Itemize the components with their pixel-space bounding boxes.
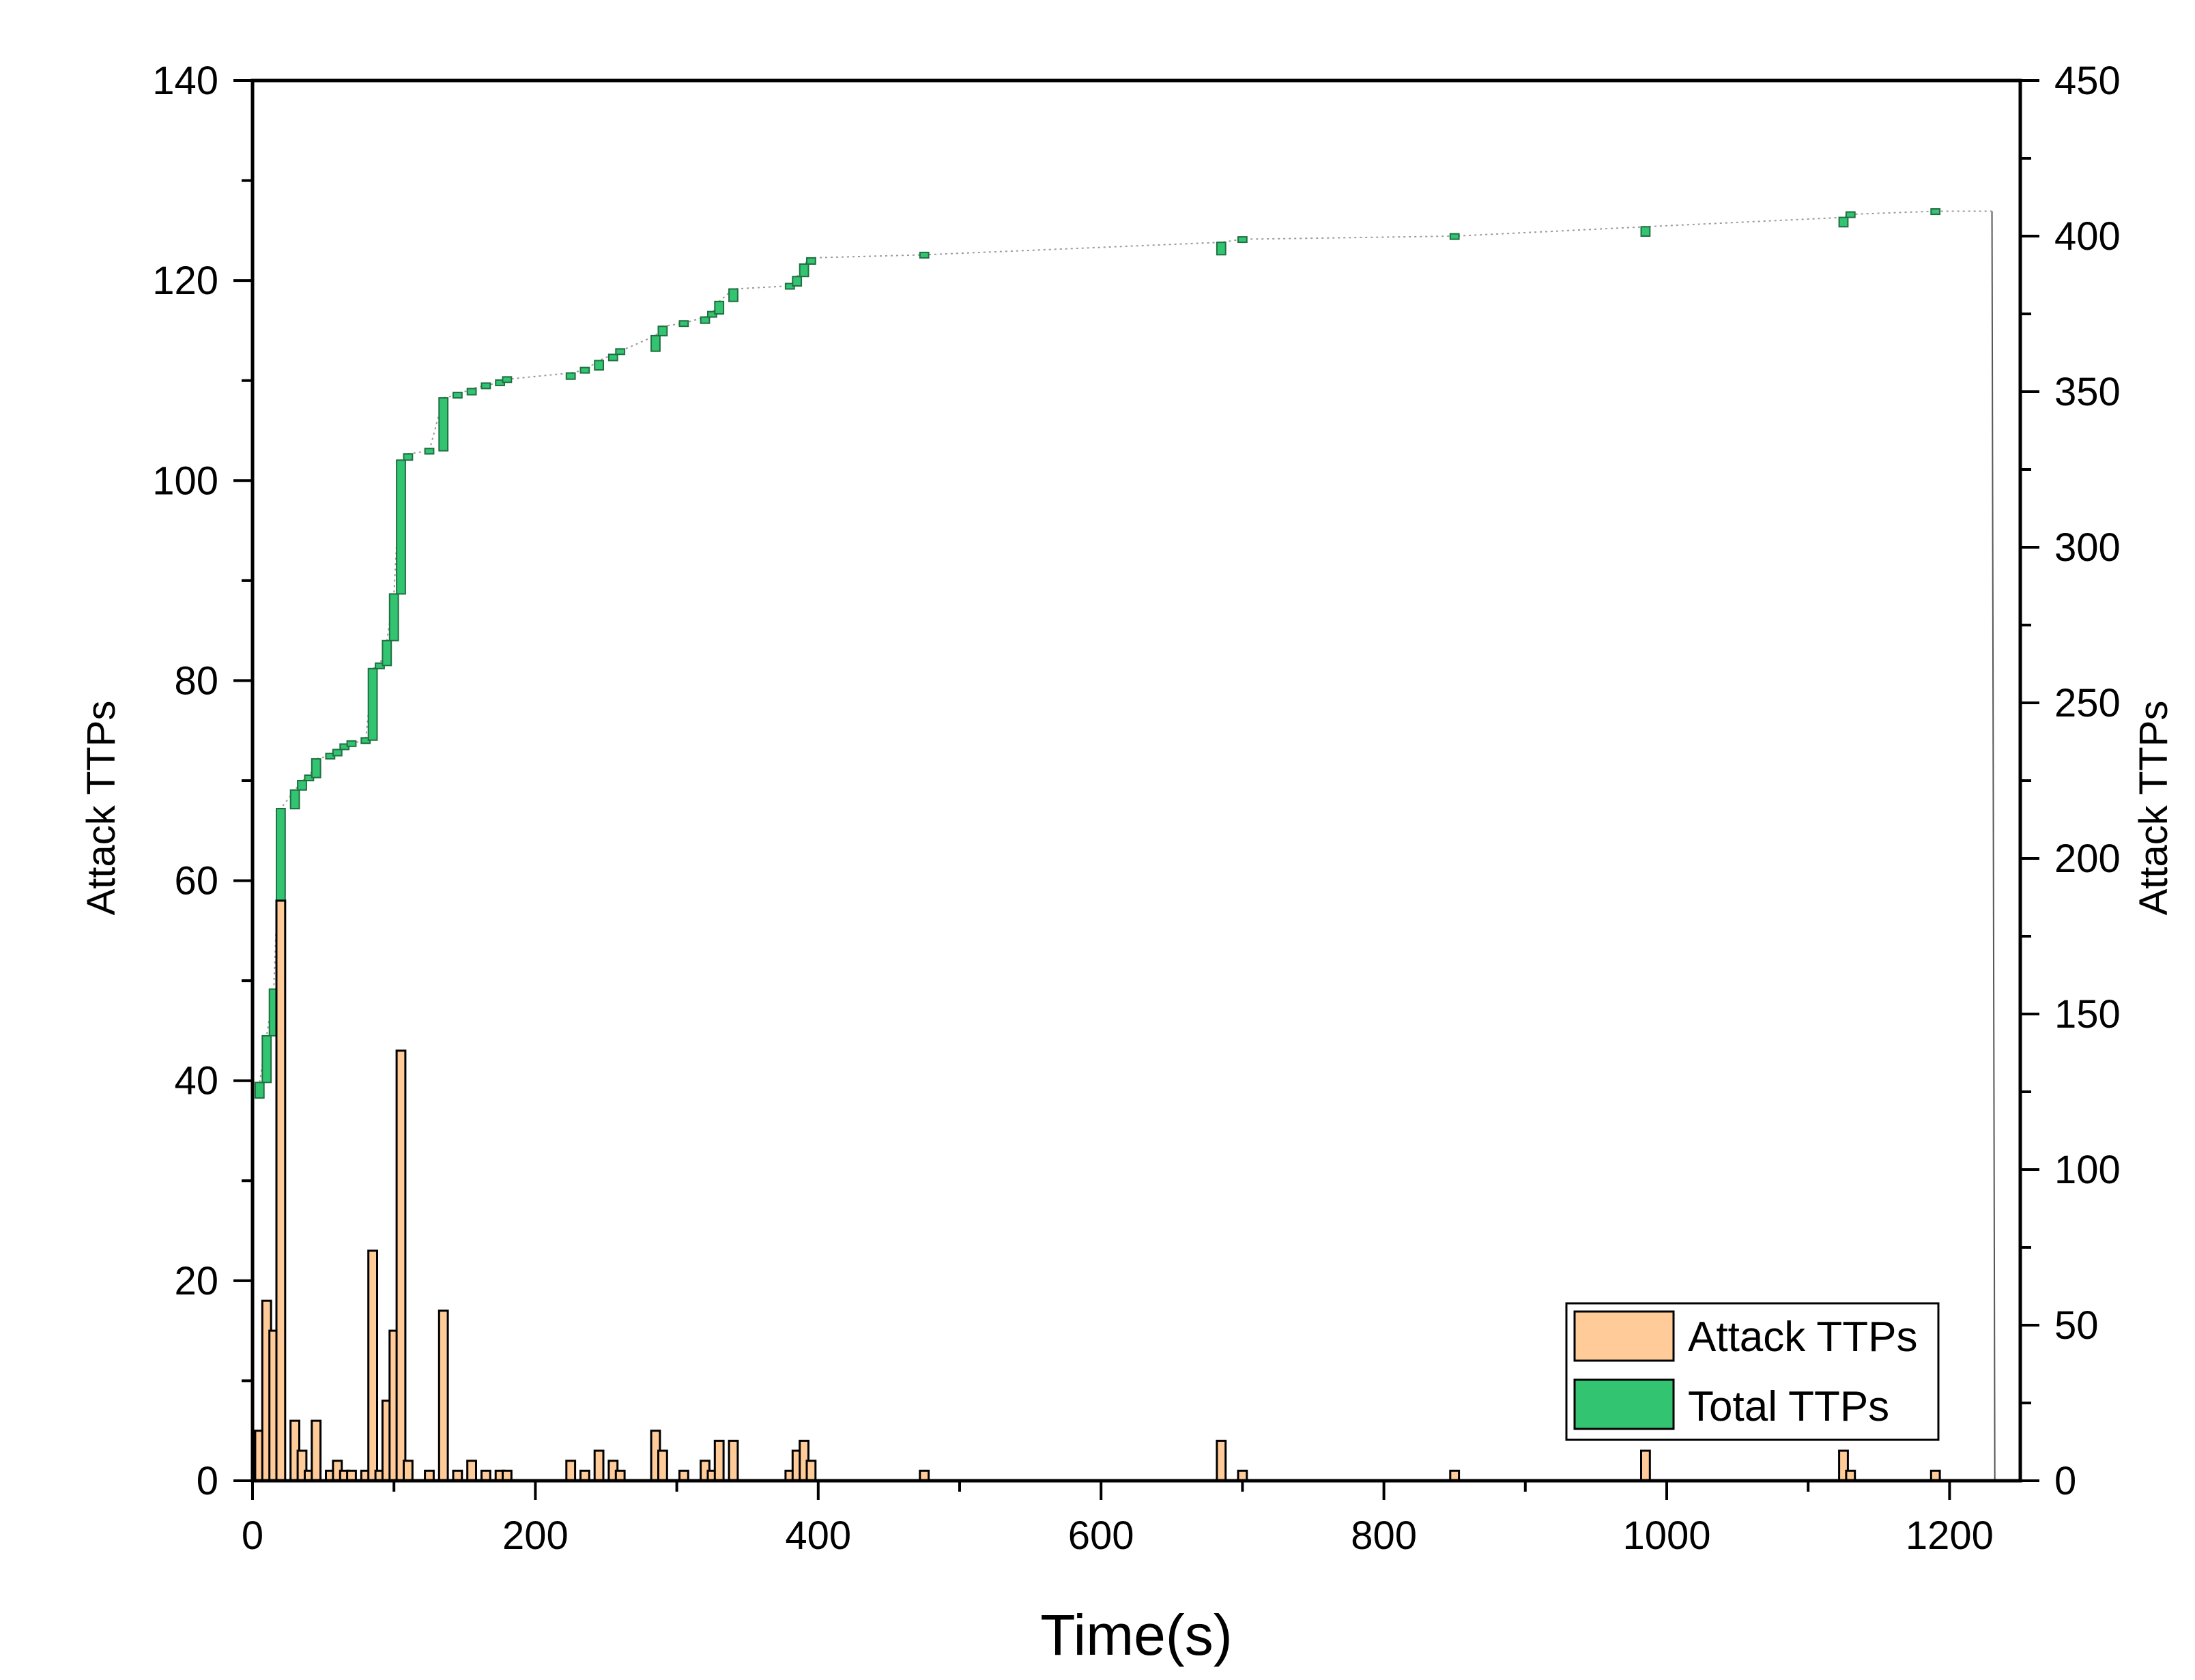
- y-right-tick-label: 350: [2054, 370, 2121, 414]
- total-ttps-bar: [396, 459, 406, 595]
- total-ttps-bar: [1640, 226, 1651, 237]
- total-ttps-end-drop: [1991, 211, 1996, 1481]
- total-ttps-bar: [594, 360, 605, 371]
- y-left-tick-label: 100: [152, 459, 218, 503]
- y-left-tick-label: 20: [174, 1259, 218, 1303]
- total-ttps-bar: [388, 593, 399, 641]
- attack-ttps-bar: [565, 1460, 577, 1482]
- y-left-tick-label: 80: [174, 658, 218, 703]
- legend-label-attack-ttps: Attack TTPs: [1688, 1314, 1918, 1361]
- total-ttps-bar: [453, 392, 463, 399]
- total-ttps-bar: [480, 382, 491, 390]
- total-ttps-bar: [607, 353, 618, 362]
- total-ttps-bar: [424, 448, 435, 455]
- x-tick-label: 400: [785, 1514, 851, 1558]
- total-ttps-bar: [367, 667, 378, 741]
- y-left-tick-label: 0: [197, 1459, 218, 1503]
- total-ttps-bar: [615, 348, 626, 356]
- x-tick-label: 600: [1068, 1514, 1134, 1558]
- legend: Attack TTPs Total TTPs: [1565, 1302, 1940, 1441]
- total-ttps-bar: [657, 325, 668, 336]
- total-ttps-bar: [700, 316, 711, 324]
- total-ttps-bar: [792, 276, 803, 287]
- attack-ttps-bar: [805, 1460, 817, 1482]
- total-ttps-bar: [728, 288, 738, 302]
- total-ttps-bar: [254, 1082, 265, 1099]
- y-left-tick-label: 120: [152, 259, 218, 303]
- total-ttps-bar: [806, 257, 816, 265]
- x-tick-label: 0: [242, 1514, 263, 1558]
- x-tick-label: 1200: [1906, 1514, 1994, 1558]
- y-right-tick-label: 200: [2054, 837, 2121, 881]
- y-axis-left: 0 20 40 60 80 100 120 140: [152, 59, 253, 1503]
- y-right-tick-label: 400: [2054, 214, 2121, 259]
- total-ttps-bar: [438, 397, 449, 452]
- y-left-tick-label: 140: [152, 59, 218, 103]
- x-tick-label: 1000: [1622, 1514, 1710, 1558]
- total-ttps-bar: [919, 251, 930, 259]
- total-ttps-bar: [1838, 216, 1849, 228]
- attack-ttps-bar: [1640, 1449, 1651, 1482]
- x-axis-title: Time(s): [1040, 1603, 1233, 1667]
- legend-label-total-ttps: Total TTPs: [1688, 1383, 1889, 1430]
- total-ttps-bar: [650, 334, 661, 352]
- legend-swatch-attack-ttps: [1573, 1310, 1675, 1362]
- y-right-tick-label: 100: [2054, 1148, 2121, 1192]
- total-ttps-bar: [261, 1034, 272, 1084]
- total-ttps-bar: [1237, 236, 1248, 244]
- total-ttps-bar: [579, 366, 590, 374]
- total-ttps-bar: [466, 388, 477, 396]
- attack-ttps-bar: [1216, 1439, 1227, 1482]
- y-axis-right-title: Attack TTPs: [2132, 701, 2176, 916]
- plot-marks: [254, 208, 1996, 1482]
- legend-swatch-total-ttps: [1573, 1378, 1675, 1430]
- total-ttps-bar: [799, 263, 809, 278]
- total-ttps-bar: [346, 740, 357, 747]
- total-ttps-bar: [565, 372, 576, 380]
- total-ttps-bar: [1216, 242, 1226, 256]
- total-ttps-bar: [289, 789, 300, 810]
- y-right-tick-label: 150: [2054, 992, 2121, 1037]
- total-ttps-bar: [678, 320, 689, 328]
- attack-ttps-bar: [367, 1249, 379, 1482]
- attack-ttps-bar: [311, 1419, 322, 1482]
- y-right-tick-label: 300: [2054, 525, 2121, 570]
- attack-ttps-bar: [275, 899, 287, 1482]
- y-left-tick-label: 60: [174, 859, 218, 903]
- y-axis-right: 0 50 100 150 200 250 300 350 400 450: [2020, 59, 2121, 1503]
- total-ttps-bar: [311, 758, 321, 779]
- x-tick-label: 200: [502, 1514, 569, 1558]
- total-ttps-bar: [382, 639, 392, 667]
- attack-ttps-bar: [466, 1460, 478, 1482]
- x-axis: 0 200 400 600 800 1000 1200: [242, 1481, 1994, 1558]
- attack-ttps-bar: [395, 1049, 407, 1482]
- attack-ttps-bar: [593, 1449, 605, 1482]
- total-ttps-bar: [297, 780, 307, 791]
- x-tick-label: 800: [1351, 1514, 1417, 1558]
- attack-ttps-bar: [403, 1460, 414, 1482]
- y-left-tick-label: 40: [174, 1059, 218, 1103]
- y-right-tick-label: 450: [2054, 59, 2121, 103]
- total-ttps-bar: [1449, 233, 1460, 240]
- y-axis-left-title: Attack TTPs: [79, 701, 124, 916]
- attack-ttps-bar: [728, 1439, 739, 1482]
- attack-ttps-bar: [713, 1439, 725, 1482]
- total-ttps-bar: [332, 749, 343, 757]
- y-right-tick-label: 50: [2054, 1303, 2099, 1348]
- y-right-tick-label: 0: [2054, 1459, 2076, 1503]
- total-ttps-bar: [403, 453, 414, 461]
- attack-ttps-bar: [437, 1309, 449, 1482]
- total-ttps-bar: [714, 300, 725, 315]
- attack-ttps-bar: [657, 1449, 668, 1482]
- total-ttps-bar: [502, 376, 513, 383]
- total-ttps-bar: [1845, 211, 1856, 218]
- y-right-tick-label: 250: [2054, 681, 2121, 725]
